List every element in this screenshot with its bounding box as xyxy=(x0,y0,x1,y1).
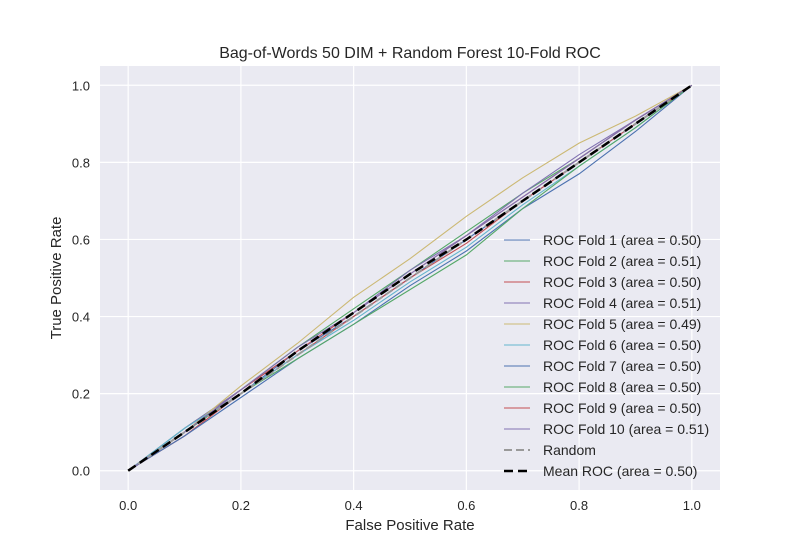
roc-fold-2-legend-label: ROC Fold 2 (area = 0.51) xyxy=(543,253,701,269)
roc-fold-4-legend-label: ROC Fold 4 (area = 0.51) xyxy=(543,295,701,311)
x-tick-label: 0.8 xyxy=(570,498,588,513)
roc-fold-5-line xyxy=(127,84,693,472)
x-tick-label: 0.6 xyxy=(457,498,475,513)
series-group xyxy=(127,84,693,472)
y-tick-label: 0.2 xyxy=(72,387,90,402)
random-legend-label: Random xyxy=(543,442,596,458)
roc-fold-7-line xyxy=(127,84,693,472)
roc-fold-10-legend-label: ROC Fold 10 (area = 0.51) xyxy=(543,421,709,437)
roc-fold-6-legend-label: ROC Fold 6 (area = 0.50) xyxy=(543,337,701,353)
mean-roc-line xyxy=(127,84,693,472)
grid xyxy=(100,66,720,490)
x-tick-label: 0.4 xyxy=(345,498,363,513)
y-tick-label: 1.0 xyxy=(72,78,90,93)
roc-fold-1-legend-label: ROC Fold 1 (area = 0.50) xyxy=(543,232,701,248)
mean-roc-legend-label: Mean ROC (area = 0.50) xyxy=(543,463,697,479)
roc-fold-9-legend-label: ROC Fold 9 (area = 0.50) xyxy=(543,400,701,416)
legend: ROC Fold 1 (area = 0.50) ROC Fold 2 (area… xyxy=(504,232,709,479)
x-axis-label: False Positive Rate xyxy=(345,517,474,534)
x-tick-label: 0.0 xyxy=(119,498,137,513)
roc-fold-4-line xyxy=(127,84,693,472)
chart-title: Bag-of-Words 50 DIM + Random Forest 10-F… xyxy=(219,45,601,62)
roc-fold-3-legend-label: ROC Fold 3 (area = 0.50) xyxy=(543,274,701,290)
y-tick-label: 0.8 xyxy=(72,155,90,170)
x-tick-label: 1.0 xyxy=(683,498,701,513)
y-tick-label: 0.4 xyxy=(72,310,90,325)
y-tick-labels: 0.0 0.2 0.4 0.6 0.8 1.0 xyxy=(72,78,90,478)
roc-fold-7-legend-label: ROC Fold 7 (area = 0.50) xyxy=(543,358,701,374)
x-tick-label: 0.2 xyxy=(232,498,250,513)
y-tick-label: 0.0 xyxy=(72,464,90,479)
y-tick-label: 0.6 xyxy=(72,232,90,247)
roc-fold-5-legend-label: ROC Fold 5 (area = 0.49) xyxy=(543,316,701,332)
roc-fold-8-legend-label: ROC Fold 8 (area = 0.50) xyxy=(543,379,701,395)
x-tick-labels: 0.0 0.2 0.4 0.6 0.8 1.0 xyxy=(119,498,701,513)
y-axis-label: True Positive Rate xyxy=(48,217,65,340)
